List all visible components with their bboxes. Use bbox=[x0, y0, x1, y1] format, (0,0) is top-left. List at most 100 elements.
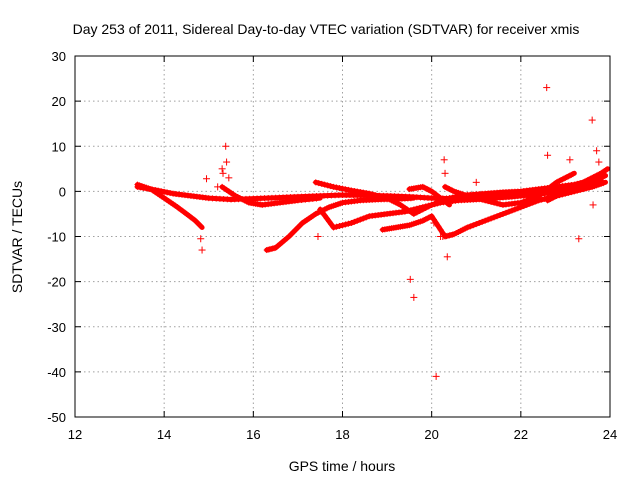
data-point bbox=[583, 185, 590, 192]
data-point bbox=[491, 199, 498, 206]
data-point bbox=[470, 194, 477, 201]
data-point bbox=[345, 220, 352, 227]
data-point bbox=[375, 192, 382, 199]
data-point bbox=[381, 194, 388, 201]
data-point bbox=[566, 156, 574, 164]
data-point bbox=[575, 235, 583, 243]
data-point bbox=[488, 198, 495, 205]
data-point bbox=[467, 193, 474, 200]
data-point bbox=[317, 206, 324, 213]
data-point bbox=[443, 253, 451, 261]
data-point bbox=[143, 185, 150, 192]
data-point bbox=[431, 200, 438, 207]
x-tick-label: 14 bbox=[157, 427, 171, 442]
y-tick-label: -40 bbox=[47, 365, 66, 380]
data-point bbox=[491, 214, 498, 221]
data-point bbox=[330, 183, 337, 190]
data-point bbox=[161, 188, 168, 195]
data-point bbox=[529, 195, 536, 202]
data-point bbox=[318, 180, 325, 187]
data-point bbox=[538, 196, 545, 203]
y-tick-label: 10 bbox=[52, 139, 66, 154]
data-point bbox=[360, 189, 367, 196]
data-point bbox=[407, 195, 414, 202]
data-point bbox=[339, 185, 346, 192]
data-point bbox=[336, 185, 343, 192]
data-point bbox=[198, 246, 206, 254]
data-point bbox=[348, 219, 355, 226]
data-point bbox=[523, 197, 530, 204]
data-point bbox=[134, 183, 141, 190]
series-track-c bbox=[219, 183, 323, 208]
data-point bbox=[600, 180, 607, 187]
data-point bbox=[470, 222, 477, 229]
data-point bbox=[363, 190, 370, 197]
data-point bbox=[569, 171, 576, 178]
data-point bbox=[586, 184, 593, 191]
data-point bbox=[410, 293, 418, 301]
data-point bbox=[494, 213, 501, 220]
series-track-h bbox=[406, 183, 452, 208]
data-point bbox=[494, 200, 501, 207]
series-outliers bbox=[197, 84, 603, 380]
data-point bbox=[449, 187, 456, 194]
y-axis-title: SDTVAR / TECUs bbox=[9, 181, 25, 293]
data-point bbox=[520, 198, 527, 205]
data-point bbox=[434, 199, 441, 206]
data-point bbox=[333, 223, 340, 230]
data-point bbox=[588, 116, 596, 124]
data-point bbox=[467, 223, 474, 230]
data-point bbox=[485, 198, 492, 205]
data-point bbox=[473, 195, 480, 202]
data-point bbox=[432, 372, 440, 380]
data-point bbox=[500, 210, 506, 217]
x-tick-label: 18 bbox=[335, 427, 349, 442]
data-point bbox=[354, 217, 361, 224]
data-point bbox=[324, 182, 331, 189]
data-point bbox=[342, 186, 349, 193]
data-point bbox=[437, 226, 444, 233]
data-point bbox=[333, 184, 340, 191]
data-point bbox=[345, 186, 352, 193]
data-point bbox=[508, 207, 515, 214]
data-point bbox=[360, 215, 367, 222]
data-point bbox=[476, 219, 483, 226]
data-point bbox=[511, 206, 518, 213]
data-point bbox=[327, 183, 334, 190]
data-point bbox=[446, 195, 453, 202]
data-point bbox=[137, 184, 144, 191]
data-point bbox=[443, 199, 450, 206]
data-point bbox=[497, 212, 504, 219]
y-tick-label: 0 bbox=[59, 184, 66, 199]
y-tick-label: -50 bbox=[47, 410, 66, 425]
series-track-i bbox=[442, 170, 577, 208]
data-point bbox=[197, 235, 205, 243]
data-point bbox=[155, 187, 162, 194]
data-point bbox=[372, 192, 379, 199]
data-point bbox=[595, 158, 603, 166]
data-point bbox=[505, 208, 512, 215]
data-point bbox=[445, 200, 452, 207]
data-point bbox=[603, 166, 610, 173]
data-point bbox=[406, 275, 414, 283]
data-layer bbox=[134, 84, 611, 380]
data-point bbox=[315, 180, 322, 187]
data-point bbox=[580, 186, 587, 193]
data-point bbox=[167, 190, 174, 197]
data-point bbox=[485, 216, 492, 223]
data-point bbox=[351, 187, 358, 194]
data-point bbox=[430, 219, 438, 227]
data-point bbox=[532, 194, 539, 201]
data-point bbox=[314, 233, 322, 240]
data-point bbox=[464, 224, 471, 231]
data-point bbox=[164, 189, 171, 196]
data-point bbox=[326, 218, 333, 225]
data-point bbox=[366, 190, 373, 197]
data-point bbox=[577, 186, 584, 193]
tick-layer: 12 14 16 18 20 22 24 -50 -40 -30 -20 -10 0 10 20 30 bbox=[47, 49, 617, 442]
data-point bbox=[197, 223, 204, 230]
data-point bbox=[357, 189, 364, 196]
data-point bbox=[593, 147, 601, 155]
